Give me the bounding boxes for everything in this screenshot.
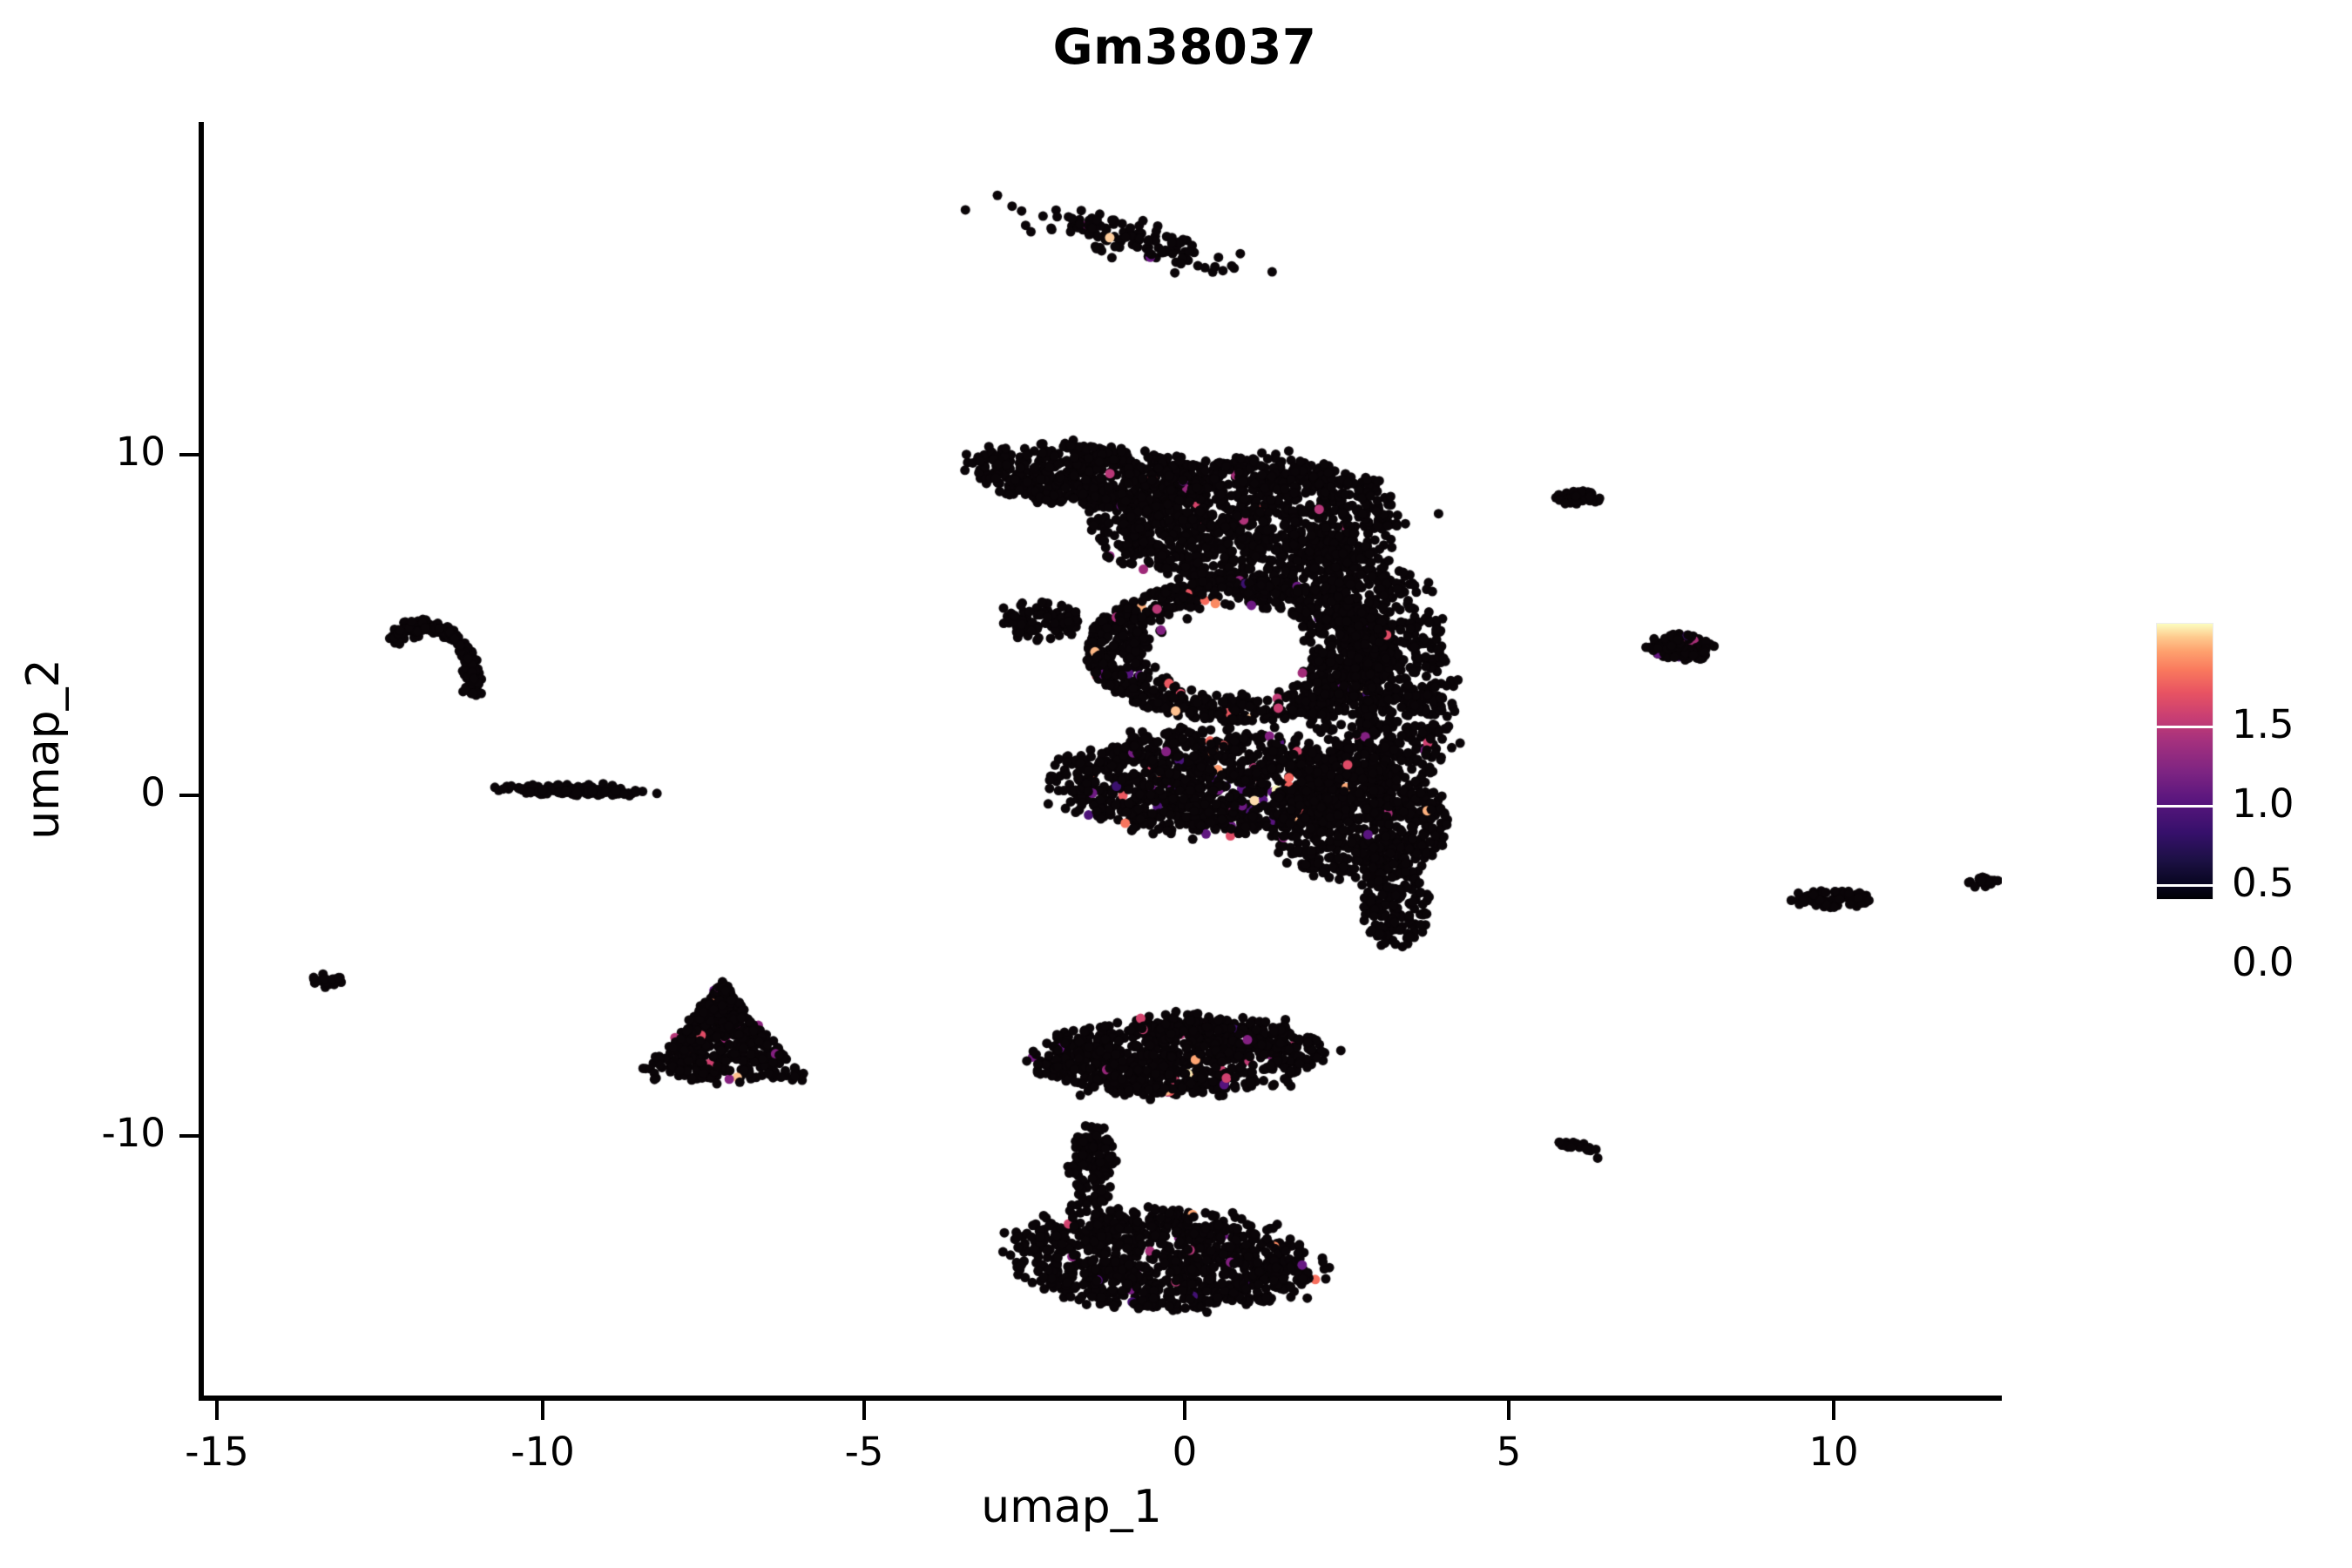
y-axis-label: umap_2 — [17, 659, 70, 840]
scatter-points-canvas — [204, 122, 2002, 1396]
x-tick-mark — [862, 1401, 866, 1420]
x-tick-label: -15 — [185, 1429, 249, 1475]
x-tick-label: 10 — [1808, 1429, 1859, 1475]
y-tick-label: 0 — [140, 769, 166, 815]
x-tick-mark — [1183, 1401, 1186, 1420]
x-tick-mark — [215, 1401, 219, 1420]
scatter-plot-area — [204, 122, 2002, 1396]
y-tick-mark — [179, 1134, 199, 1138]
colorbar-tick-mark — [2156, 884, 2213, 887]
colorbar-gradient — [2156, 623, 2213, 900]
x-axis-spine — [199, 1396, 2002, 1401]
colorbar-tick-label: 1.5 — [2232, 701, 2295, 747]
x-axis-label: umap_1 — [981, 1481, 1162, 1533]
x-tick-label: 0 — [1172, 1429, 1198, 1475]
y-tick-label: -10 — [101, 1110, 166, 1156]
x-tick-mark — [541, 1401, 544, 1420]
y-tick-label: 10 — [115, 429, 166, 475]
colorbar-tick-mark — [2156, 726, 2213, 728]
colorbar-tick-label: 0.0 — [2232, 939, 2295, 985]
y-axis-spine — [199, 122, 204, 1401]
page-title: Gm38037 — [1052, 19, 1317, 76]
y-tick-mark — [179, 794, 199, 797]
colorbar-tick-label: 1.0 — [2232, 781, 2295, 827]
x-tick-label: 5 — [1496, 1429, 1522, 1475]
x-tick-mark — [1832, 1401, 1835, 1420]
y-tick-mark — [179, 453, 199, 456]
x-tick-mark — [1507, 1401, 1511, 1420]
colorbar-tick-label: 0.5 — [2232, 860, 2295, 906]
colorbar-tick-mark — [2156, 805, 2213, 808]
colorbar — [2156, 623, 2213, 900]
x-tick-label: -10 — [510, 1429, 575, 1475]
x-tick-label: -5 — [844, 1429, 884, 1475]
